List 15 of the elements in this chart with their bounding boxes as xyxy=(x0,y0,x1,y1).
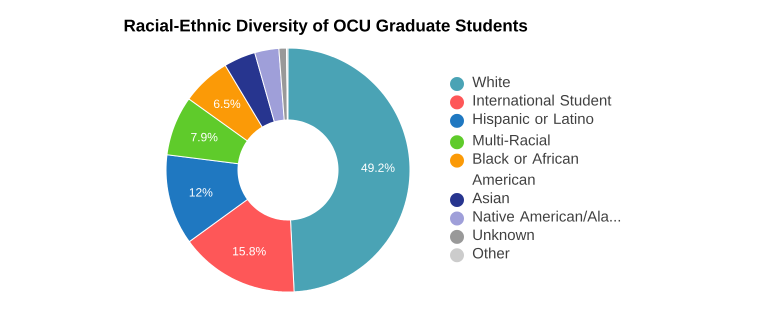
data-label: 6.5% xyxy=(214,100,240,108)
legend-label: International Student xyxy=(474,94,612,106)
legend-label: Asian xyxy=(472,192,509,204)
data-label: 7.9% xyxy=(191,132,218,142)
data-label: 49.2% xyxy=(361,163,395,172)
legend-label: Hispanic or Latino xyxy=(473,113,594,128)
legend-label: Multi-Racial xyxy=(473,134,550,146)
legend-label: White xyxy=(472,76,510,88)
legend-label: Unknown xyxy=(473,229,534,240)
legend-label: Other xyxy=(472,247,510,258)
legend-label: Native American/Ala... xyxy=(473,210,620,222)
chart-title: Racial-Ethnic Diversity of OCU Graduate Students xyxy=(124,19,528,35)
data-label: 12% xyxy=(190,188,212,197)
legend-label: Black or African American xyxy=(472,152,578,185)
data-label: 15.8% xyxy=(233,246,266,256)
